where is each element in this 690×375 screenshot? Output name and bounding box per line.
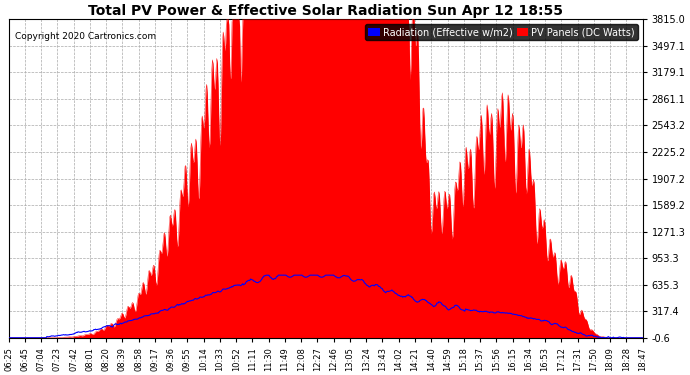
Title: Total PV Power & Effective Solar Radiation Sun Apr 12 18:55: Total PV Power & Effective Solar Radiati… xyxy=(88,4,563,18)
Legend: Radiation (Effective w/m2), PV Panels (DC Watts): Radiation (Effective w/m2), PV Panels (D… xyxy=(366,24,638,40)
Text: Copyright 2020 Cartronics.com: Copyright 2020 Cartronics.com xyxy=(15,32,156,41)
